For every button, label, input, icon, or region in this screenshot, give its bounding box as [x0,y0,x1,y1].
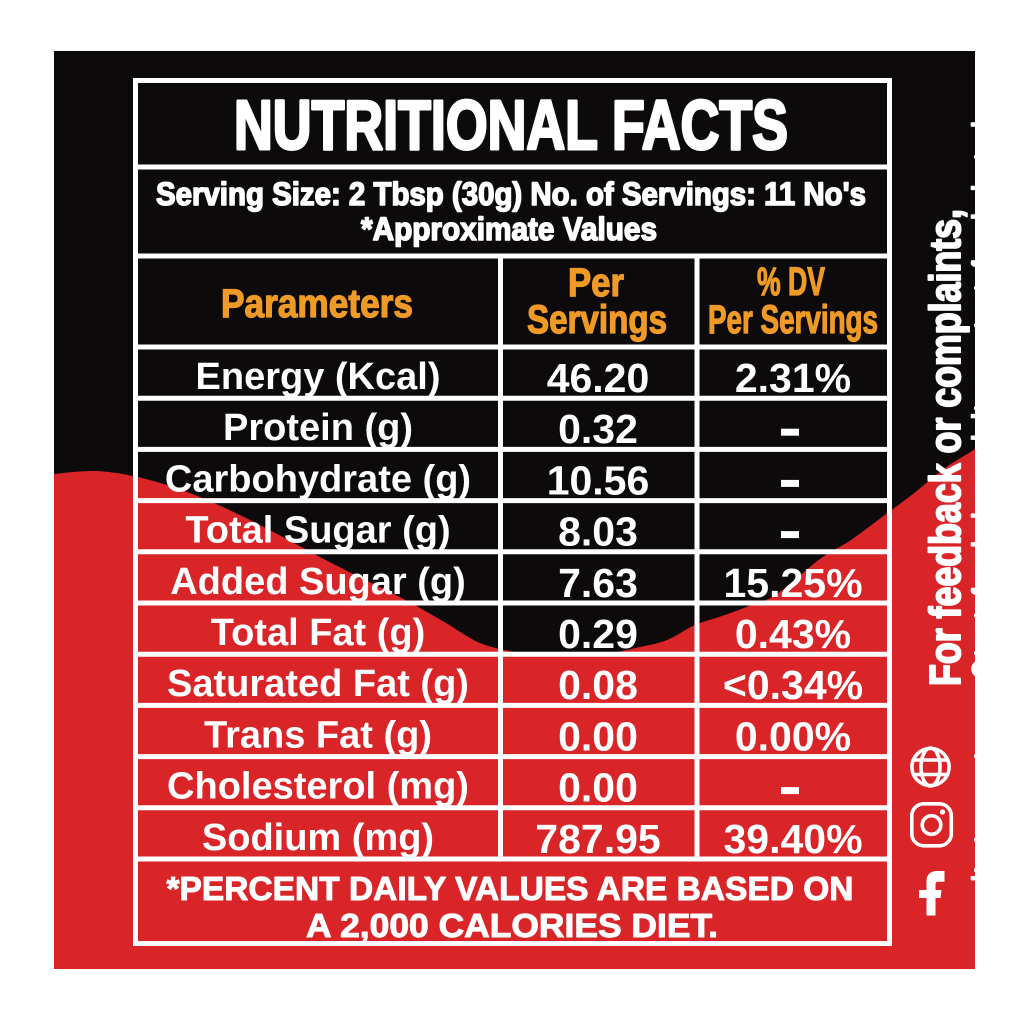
svg-text:39.40%: 39.40% [723,816,862,862]
svg-text:Sodium (mg): Sodium (mg) [202,817,434,859]
svg-text:Total Fat (g): Total Fat (g) [211,612,426,654]
svg-text:Parameters: Parameters [221,282,413,326]
svg-text:0.00: 0.00 [558,713,638,759]
svg-text:Per Servings: Per Servings [708,298,878,342]
svg-text:Protein (g): Protein (g) [223,407,413,449]
svg-text:0.00: 0.00 [558,765,638,811]
svg-text:Trans Fat (g): Trans Fat (g) [204,714,432,756]
svg-text:Servings: Servings [527,298,667,342]
svg-text:Saturated Fat (g): Saturated Fat (g) [167,663,469,705]
svg-text:For feedback or complaints,: For feedback or complaints, [921,209,970,686]
svg-text:*PERCENT DAILY VALUES ARE BASE: *PERCENT DAILY VALUES ARE BASED ON [167,870,854,907]
svg-text:8.03: 8.03 [558,509,638,555]
svg-text:46.20: 46.20 [547,355,650,401]
svg-text:Energy (Kcal): Energy (Kcal) [196,356,441,398]
svg-text:0.32: 0.32 [558,406,638,452]
svg-text:Total Sugar (g): Total Sugar (g) [185,510,450,552]
svg-text:A 2,000 CALORIES DIET.: A 2,000 CALORIES DIET. [306,907,718,944]
svg-text:Added Sugar (g): Added Sugar (g) [170,561,466,603]
svg-text:Carbohydrate (g): Carbohydrate (g) [165,458,471,500]
svg-text:2.31%: 2.31% [735,355,851,401]
svg-text:write to us at: care@tastyfood: write to us at: care@tastyfoods.in or vi… [964,92,1013,913]
svg-text:NUTRITIONAL FACTS: NUTRITIONAL FACTS [234,86,788,164]
svg-text:10.56: 10.56 [547,457,650,503]
svg-text:*Approximate Values: *Approximate Values [361,211,657,247]
svg-text:% DV: % DV [757,260,825,304]
svg-text:Serving Size: 2 Tbsp (30g) No.: Serving Size: 2 Tbsp (30g) No. of Servin… [156,176,866,212]
svg-text:15.25%: 15.25% [723,560,862,606]
svg-text:0.08: 0.08 [558,662,638,708]
svg-text:Cholesterol (mg): Cholesterol (mg) [167,766,469,808]
svg-text:787.95: 787.95 [535,816,660,862]
svg-text:<0.34%: <0.34% [723,662,863,708]
svg-text:0.43%: 0.43% [735,611,851,657]
svg-text:0.29: 0.29 [558,611,638,657]
svg-text:7.63: 7.63 [558,560,638,606]
svg-text:0.00%: 0.00% [735,713,851,759]
svg-text:Per: Per [568,261,624,305]
